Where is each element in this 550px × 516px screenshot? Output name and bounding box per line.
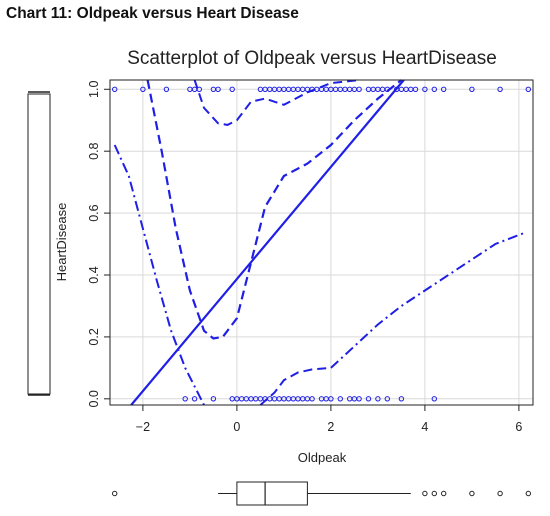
point-y1 (497, 86, 503, 92)
y-tick-label: 0.6 (87, 204, 101, 221)
point-y0 (356, 396, 362, 402)
point-y1 (112, 86, 118, 92)
x-boxplot-box (236, 481, 308, 506)
x-axis-label: Oldpeak (298, 450, 347, 465)
x-boxplot-outlier (112, 490, 118, 497)
point-y1 (215, 86, 221, 92)
curve-smooth (146, 79, 403, 340)
x-tick-label: −2 (136, 420, 150, 434)
curve-spread-upper (193, 79, 360, 126)
x-boxplot-outlier (422, 490, 428, 497)
y-tick-label: 0.0 (87, 390, 101, 407)
point-y0 (328, 396, 334, 402)
point-y0 (210, 396, 217, 402)
point-y1 (441, 86, 447, 92)
curve-spread-lower (113, 144, 205, 406)
fit-lines (113, 79, 524, 406)
y-tick-label: 0.2 (87, 328, 101, 345)
x-boxplot-outlier (431, 490, 437, 497)
point-y1 (196, 86, 203, 92)
point-y0 (337, 396, 343, 402)
point-y1 (412, 86, 419, 92)
curve-spread-low2 (259, 366, 331, 406)
plot-frame (109, 79, 534, 406)
point-y0 (384, 396, 390, 402)
plot-background (110, 80, 533, 405)
point-y1 (525, 86, 531, 92)
x-boxplot-outlier (525, 490, 531, 497)
point-y0 (375, 396, 381, 402)
point-y1 (140, 86, 146, 92)
x-boxplot-outlier (441, 490, 447, 497)
y-axis-label: HeartDisease (54, 203, 69, 282)
x-tick-label: 6 (515, 420, 522, 434)
y-boxplot (27, 93, 51, 395)
point-y0 (365, 396, 372, 402)
y-tick-label: 1.0 (87, 81, 101, 98)
point-y0 (398, 396, 405, 402)
point-y0 (309, 396, 315, 402)
chart-title: Scatterplot of Oldpeak versus HeartDisea… (127, 48, 497, 69)
point-y0 (431, 396, 437, 402)
point-y1 (469, 86, 475, 92)
x-tick-label: 4 (421, 420, 428, 434)
data-points (112, 86, 531, 402)
point-y0 (182, 396, 188, 402)
x-boxplot-outlier (497, 490, 503, 497)
x-tick-label: 0 (233, 420, 240, 434)
x-tick-label: 2 (327, 420, 334, 434)
point-y1 (229, 86, 235, 92)
figure-caption: Chart 11: Oldpeak versus Heart Disease (6, 5, 299, 22)
y-axis: 0.0 0.2 0.4 0.6 0.8 1.0 (87, 81, 110, 408)
curve-linear-fit (130, 79, 405, 406)
curve-spread-high (330, 232, 524, 369)
x-boxplot-outlier (469, 490, 475, 497)
x-boxplot (112, 481, 531, 506)
x-axis: −2 0 2 4 6 (136, 405, 522, 434)
point-y1 (422, 86, 428, 92)
grid-lines (110, 80, 533, 405)
point-y0 (191, 396, 198, 402)
point-y1 (431, 86, 437, 92)
point-y1 (356, 86, 362, 92)
y-tick-label: 0.4 (87, 266, 101, 283)
point-y1 (163, 86, 170, 92)
y-tick-label: 0.8 (87, 142, 101, 159)
point-y1 (384, 86, 390, 92)
